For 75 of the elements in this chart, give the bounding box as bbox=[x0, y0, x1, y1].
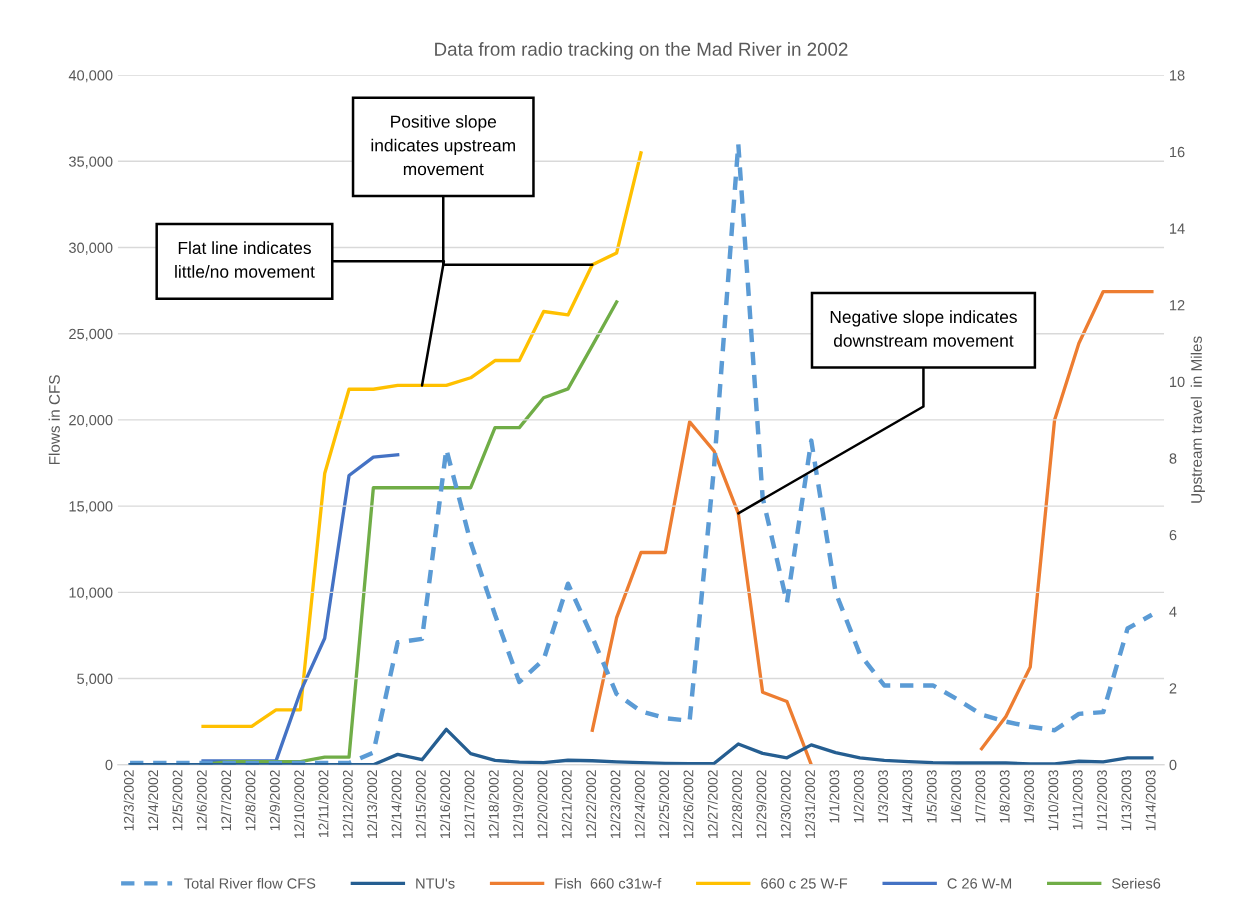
x-tick-label: 12/6/2002 bbox=[196, 770, 207, 831]
x-tick-label: 12/20/2002 bbox=[537, 770, 548, 839]
x-tick-label: 12/16/2002 bbox=[439, 770, 451, 839]
y2-tick-label: 4 bbox=[1169, 606, 1177, 617]
x-tick-label: 12/21/2002 bbox=[561, 770, 572, 839]
y2-tick-label: 8 bbox=[1169, 453, 1177, 464]
x-tick-label: 12/8/2002 bbox=[245, 770, 256, 831]
x-tick-label: 12/10/2002 bbox=[293, 770, 305, 839]
x-tick-label: 12/28/2002 bbox=[731, 770, 743, 839]
x-tick-label: 12/22/2002 bbox=[585, 770, 597, 839]
x-tick-label: 12/5/2002 bbox=[172, 770, 183, 831]
x-tick-label: 12/26/2002 bbox=[683, 770, 694, 839]
x-tick-label: 12/24/2002 bbox=[634, 770, 645, 839]
legend-label: Fish 660 c31w-f bbox=[555, 877, 662, 889]
x-tick-label: 1/4/2003 bbox=[902, 770, 913, 823]
x-tick-label: 12/23/2002 bbox=[610, 770, 621, 839]
x-tick-label: 1/9/2003 bbox=[1023, 770, 1034, 823]
y2-tick-label: 14 bbox=[1170, 223, 1185, 234]
x-tick-label: 1/12/2003 bbox=[1096, 770, 1107, 831]
x-tick-label: 12/27/2002 bbox=[707, 770, 718, 839]
x-tick-label: 1/10/2003 bbox=[1048, 770, 1059, 831]
x-tick-label: 12/18/2002 bbox=[488, 770, 499, 839]
x-tick-label: 1/2/2003 bbox=[853, 770, 864, 823]
x-tick-label: 12/7/2002 bbox=[220, 770, 232, 831]
x-tick-label: 1/5/2003 bbox=[926, 770, 937, 823]
y2-tick-label: 2 bbox=[1169, 683, 1177, 694]
y2-tick-label: 12 bbox=[1170, 300, 1185, 311]
x-tick-label: 1/8/2003 bbox=[999, 770, 1010, 823]
x-tick-label: 1/7/2003 bbox=[975, 770, 986, 823]
y-tick-label: 5,000 bbox=[77, 673, 113, 686]
y-tick-label: 10,000 bbox=[69, 587, 113, 600]
x-tick-label: 12/15/2002 bbox=[415, 770, 426, 839]
legend-label: NTU's bbox=[416, 878, 455, 889]
x-tick-label: 12/31/2002 bbox=[804, 770, 816, 839]
legend-label: 660 c 25 W-F bbox=[761, 878, 848, 889]
x-tick-label: 12/4/2002 bbox=[147, 770, 159, 831]
y-tick-label: 35,000 bbox=[68, 156, 113, 169]
x-tick-label: 12/19/2002 bbox=[512, 770, 524, 839]
x-tick-label: 1/6/2003 bbox=[950, 770, 961, 823]
y-tick-label: 20,000 bbox=[69, 415, 113, 428]
y-axis-title: Flows in CFS bbox=[48, 375, 60, 465]
x-tick-label: 12/11/2002 bbox=[318, 770, 329, 838]
y-tick-label: 15,000 bbox=[69, 501, 113, 514]
y-tick-label: 25,000 bbox=[69, 328, 113, 341]
x-tick-label: 12/14/2002 bbox=[391, 770, 402, 839]
legend-label: Total River flow CFS bbox=[184, 877, 316, 889]
y2-axis-title: Upstream travel in Miles bbox=[1190, 336, 1205, 503]
legend-label: Series6 bbox=[1112, 877, 1161, 889]
x-tick-label: 12/13/2002 bbox=[366, 770, 378, 839]
y2-tick-label: 10 bbox=[1170, 376, 1185, 388]
annotation: Flat line indicates little/no movement bbox=[175, 241, 315, 278]
chart-title: Data from radio tracking on the Mad River in 2002 bbox=[435, 42, 848, 60]
x-tick-label: 12/29/2002 bbox=[756, 770, 767, 839]
x-tick-label: 12/12/2002 bbox=[342, 770, 353, 839]
y2-tick-label: 16 bbox=[1170, 146, 1185, 158]
x-tick-label: 12/25/2002 bbox=[658, 770, 670, 839]
x-tick-label: 12/9/2002 bbox=[269, 770, 280, 831]
line-series bbox=[128, 727, 1154, 765]
x-tick-label: 12/3/2002 bbox=[123, 770, 134, 831]
annotation: Positive slope indicates upstream movement bbox=[371, 115, 515, 176]
y2-tick-label: 6 bbox=[1169, 529, 1177, 541]
x-tick-label: 1/3/2003 bbox=[877, 770, 888, 823]
y-tick-label: 40,000 bbox=[68, 70, 113, 83]
legend-label: C 26 W-M bbox=[947, 878, 1012, 889]
x-tick-label: 12/17/2002 bbox=[464, 770, 475, 839]
x-tick-label: 1/13/2003 bbox=[1121, 770, 1132, 831]
x-tick-label: 1/11/2003 bbox=[1072, 770, 1083, 830]
y2-tick-label: 0 bbox=[1169, 759, 1177, 771]
x-tick-label: 1/1/2003 bbox=[829, 770, 840, 823]
y2-tick-label: 18 bbox=[1170, 70, 1185, 81]
x-tick-label: 12/30/2002 bbox=[780, 770, 791, 839]
y-tick-label: 0 bbox=[105, 759, 113, 771]
y-tick-label: 30,000 bbox=[68, 242, 113, 255]
x-tick-label: 1/14/2003 bbox=[1145, 770, 1156, 831]
annotation: Negative slope indicates downstream movement bbox=[830, 310, 1017, 347]
